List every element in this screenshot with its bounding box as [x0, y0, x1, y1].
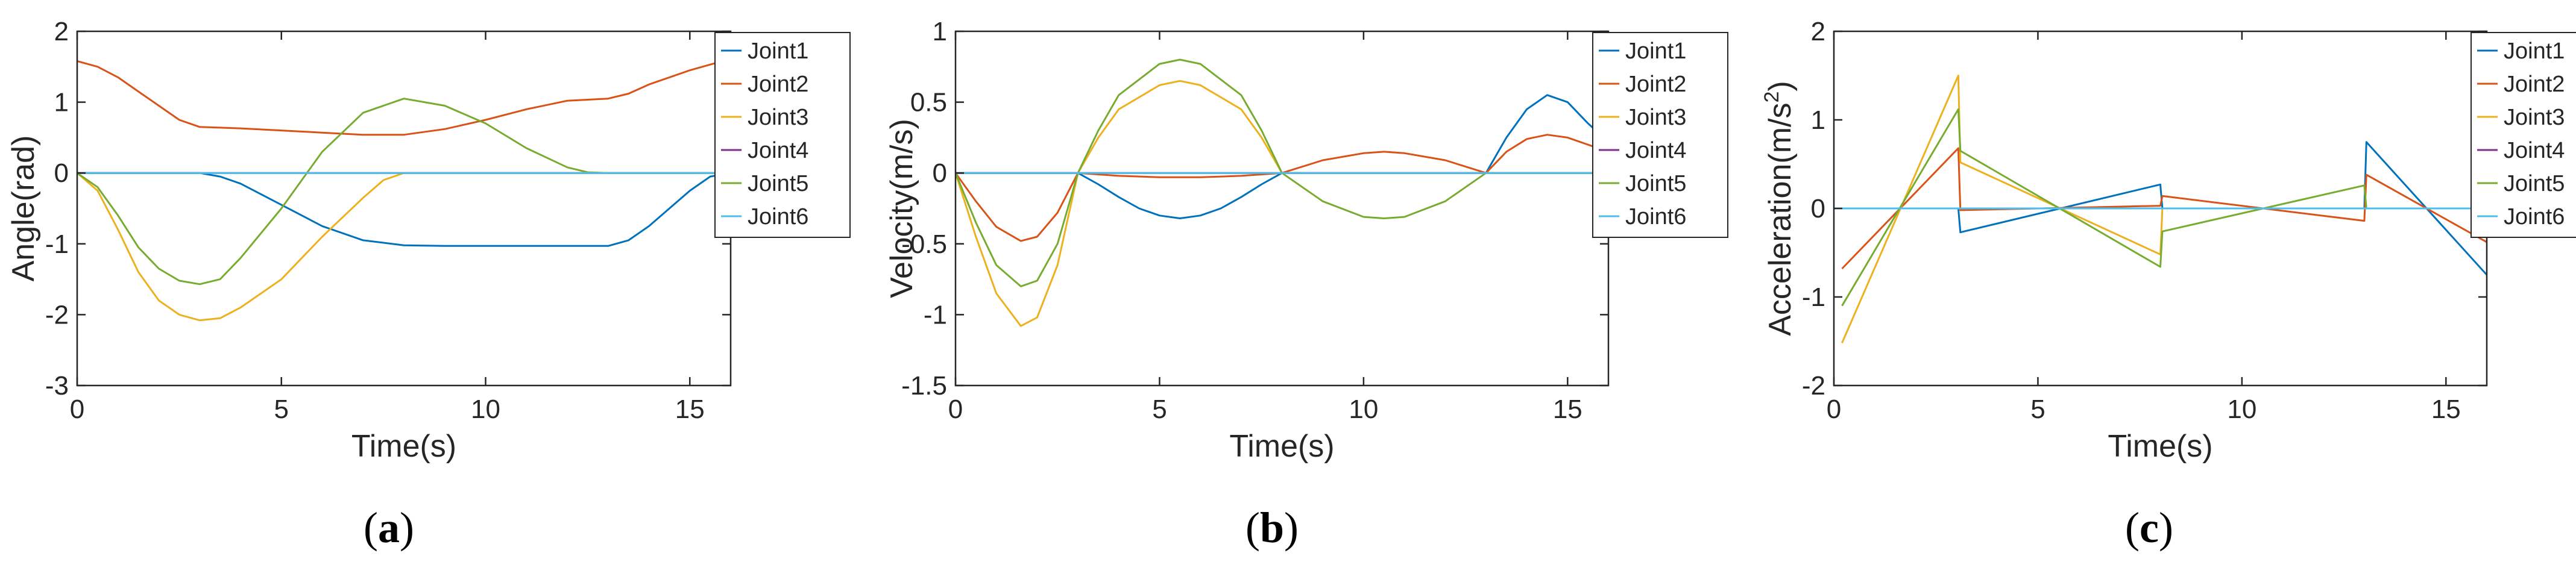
- series-line-joint1: [956, 94, 1608, 219]
- y-tick-label: -0.5: [901, 229, 947, 259]
- series-group: [956, 58, 1608, 327]
- y-tick-label: 1: [933, 17, 947, 46]
- x-axis-label: Time(s): [2108, 429, 2212, 464]
- x-tick-label: 0: [70, 395, 84, 424]
- legend-entry-joint3: Joint3: [1625, 105, 1686, 130]
- y-axis-label: Acceleration(m/s2): [1760, 81, 1798, 336]
- y-tick-label: -1: [924, 300, 947, 329]
- y-tick-label: 0: [933, 158, 947, 188]
- legend-entry-joint5: Joint5: [1625, 171, 1686, 196]
- y-tick-label: 2: [54, 17, 69, 46]
- legend-entry-joint5: Joint5: [2504, 171, 2565, 196]
- x-tick-label: 10: [2227, 395, 2256, 424]
- chart-panel-b: 0 5 10 15 -1.5 -1 -0.5 0 0.5 1 Time(s) Velocity(m/s…: [884, 17, 1728, 552]
- legend-entry-joint6: Joint6: [1625, 204, 1686, 229]
- series-line-joint5: [77, 98, 731, 286]
- y-axis-label: Angle(rad): [6, 136, 41, 282]
- panel-caption: (c): [2125, 504, 2173, 552]
- legend-entry-joint2: Joint2: [2504, 72, 2565, 97]
- series-group: [77, 60, 731, 322]
- legend-entry-joint3: Joint3: [748, 105, 808, 130]
- y-tick-label: -1.5: [901, 371, 947, 401]
- series-line-joint2: [956, 134, 1608, 242]
- legend-box: [714, 32, 851, 238]
- series-line-joint1: [77, 172, 731, 247]
- y-tick-label: -2: [1802, 371, 1825, 401]
- series-line-joint5: [956, 58, 1608, 287]
- legend-entry-joint6: Joint6: [748, 204, 808, 229]
- y-axis-label: Velocity(m/s): [884, 119, 919, 298]
- panel-caption: (a): [364, 504, 414, 552]
- x-tick-label: 0: [948, 395, 963, 424]
- x-tick-label: 15: [1553, 395, 1582, 424]
- legend-entry-joint4: Joint4: [2504, 138, 2565, 163]
- y-tick-label: -1: [1802, 283, 1825, 312]
- series-line-joint5: [1841, 108, 2487, 307]
- y-tick-label: 1: [54, 88, 69, 117]
- plot-frame: [954, 30, 1610, 387]
- y-tick-label: -1: [45, 229, 69, 259]
- series-line-joint2: [1841, 147, 2487, 270]
- legend-box: [1592, 32, 1728, 238]
- chart-panel-c: 0 5 10 15 -2 -1 0 1 2 Time(s) Acceleration(m/s2) Jo…: [1760, 17, 2576, 552]
- legend-entry-joint1: Joint1: [1625, 39, 1686, 64]
- panel-caption: (b): [1245, 504, 1299, 552]
- x-tick-label: 15: [675, 395, 705, 424]
- legend-entry-joint2: Joint2: [748, 72, 808, 97]
- x-tick-label: 5: [1152, 395, 1167, 424]
- plot-frame: [76, 30, 732, 387]
- legend: Joint1 Joint2 Joint3 Joint4 Joint5 Joint6: [1592, 32, 1728, 238]
- legend: Joint1 Joint2 Joint3 Joint4 Joint5 Joint6: [2471, 32, 2576, 238]
- legend-box: [2471, 32, 2576, 238]
- y-tick-label: 1: [1811, 105, 1825, 135]
- series-line-joint3: [956, 80, 1608, 327]
- legend-entry-joint2: Joint2: [1625, 72, 1686, 97]
- series-line-joint3: [77, 172, 731, 322]
- y-tick-label: -3: [45, 371, 69, 401]
- legend-entry-joint3: Joint3: [2504, 105, 2565, 130]
- legend-entry-joint4: Joint4: [1625, 138, 1686, 163]
- series-line-joint1: [1834, 141, 2487, 276]
- x-tick-label: 10: [471, 395, 500, 424]
- x-tick-label: 10: [1349, 395, 1378, 424]
- y-tick-label: 0: [1811, 194, 1825, 223]
- x-axis-label: Time(s): [1229, 429, 1334, 464]
- x-tick-label: 5: [274, 395, 289, 424]
- x-tick-label: 0: [1827, 395, 1841, 424]
- chart-panel-a: 0 5 10 15-3-2-1012Time(s)Angle(rad)Joint1Jo…: [6, 17, 851, 552]
- legend-entry-joint1: Joint1: [748, 39, 808, 64]
- y-tick-label: 0.5: [910, 88, 947, 117]
- series-line-joint2: [77, 60, 723, 136]
- x-tick-label: 5: [2030, 395, 2045, 424]
- x-axis-label: Time(s): [351, 429, 456, 464]
- legend: Joint1 Joint2 Joint3 Joint4 Joint5 Joint6: [714, 32, 851, 238]
- series-group: [1834, 75, 2487, 343]
- legend-entry-joint5: Joint5: [748, 171, 808, 196]
- y-tick-label: 2: [1811, 17, 1825, 46]
- legend-entry-joint4: Joint4: [748, 138, 808, 163]
- y-tick-label: 0: [54, 158, 69, 188]
- y-tick-label: -2: [45, 300, 69, 329]
- legend-entry-joint6: Joint6: [2504, 204, 2565, 229]
- x-tick-label: 15: [2431, 395, 2461, 424]
- legend-entry-joint1: Joint1: [2504, 39, 2565, 64]
